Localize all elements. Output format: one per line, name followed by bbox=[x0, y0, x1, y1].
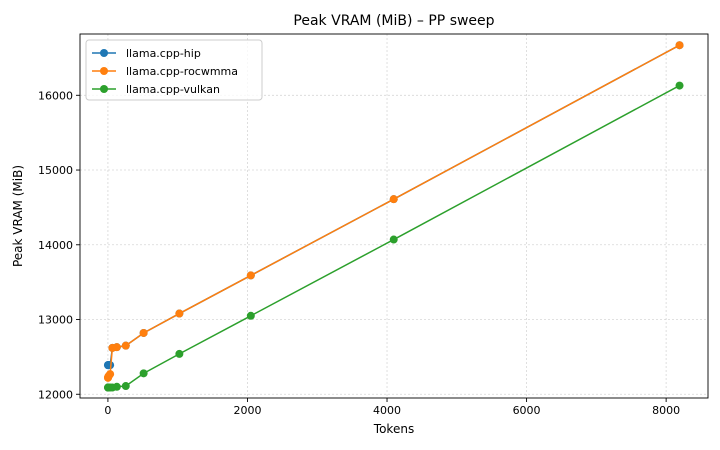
x-tick-label: 4000 bbox=[373, 404, 401, 417]
data-point bbox=[175, 349, 184, 358]
y-tick-label: 12000 bbox=[38, 388, 73, 401]
data-point bbox=[121, 341, 130, 350]
y-tick-label: 15000 bbox=[38, 164, 73, 177]
data-point bbox=[139, 369, 148, 378]
x-tick-label: 2000 bbox=[233, 404, 261, 417]
data-point bbox=[106, 361, 115, 370]
data-point bbox=[246, 271, 255, 280]
data-point bbox=[246, 311, 255, 320]
y-axis-label: Peak VRAM (MiB) bbox=[11, 165, 25, 267]
legend-label: llama.cpp-vulkan bbox=[126, 83, 220, 96]
legend-box bbox=[85, 39, 263, 101]
chart-title: Peak VRAM (MiB) – PP sweep bbox=[293, 13, 494, 29]
data-point bbox=[112, 343, 121, 352]
x-tick-label: 8000 bbox=[652, 404, 680, 417]
legend-swatch-marker bbox=[100, 49, 108, 57]
legend-swatch-marker bbox=[100, 85, 108, 93]
y-tick-label: 13000 bbox=[38, 314, 73, 327]
plot-frame bbox=[79, 33, 709, 399]
legend: llama.cpp-hip llama.cpp-rocwmma llama.cpp-… bbox=[85, 39, 263, 101]
legend-entry: llama.cpp-vulkan bbox=[92, 83, 220, 96]
legend-label: llama.cpp-hip bbox=[126, 47, 201, 60]
y-tick-label: 14000 bbox=[38, 239, 73, 252]
x-tick-label: 0 bbox=[104, 404, 111, 417]
y-tick-label: 16000 bbox=[38, 89, 73, 102]
data-point bbox=[106, 370, 115, 379]
series-llama-cpp-vulkan bbox=[103, 81, 684, 392]
data-point bbox=[389, 235, 398, 244]
data-point bbox=[121, 382, 130, 391]
legend-entry: llama.cpp-hip bbox=[92, 47, 201, 60]
data-point bbox=[139, 328, 148, 337]
data-point bbox=[389, 195, 398, 204]
x-axis-label: Tokens bbox=[373, 422, 414, 436]
x-tick-label: 6000 bbox=[513, 404, 541, 417]
legend-entry: llama.cpp-rocwmma bbox=[92, 65, 238, 78]
series-layer bbox=[103, 41, 684, 392]
ticks-layer: 0 2000 4000 6000 8000 12000 13000 14000 15000 160… bbox=[38, 89, 680, 417]
legend-swatch-marker bbox=[100, 67, 108, 75]
series-llama-cpp-rocwmma bbox=[103, 41, 684, 382]
legend-label: llama.cpp-rocwmma bbox=[126, 65, 238, 78]
data-point bbox=[112, 382, 121, 391]
data-point bbox=[675, 81, 684, 90]
data-point bbox=[175, 309, 184, 318]
data-point bbox=[675, 41, 684, 50]
